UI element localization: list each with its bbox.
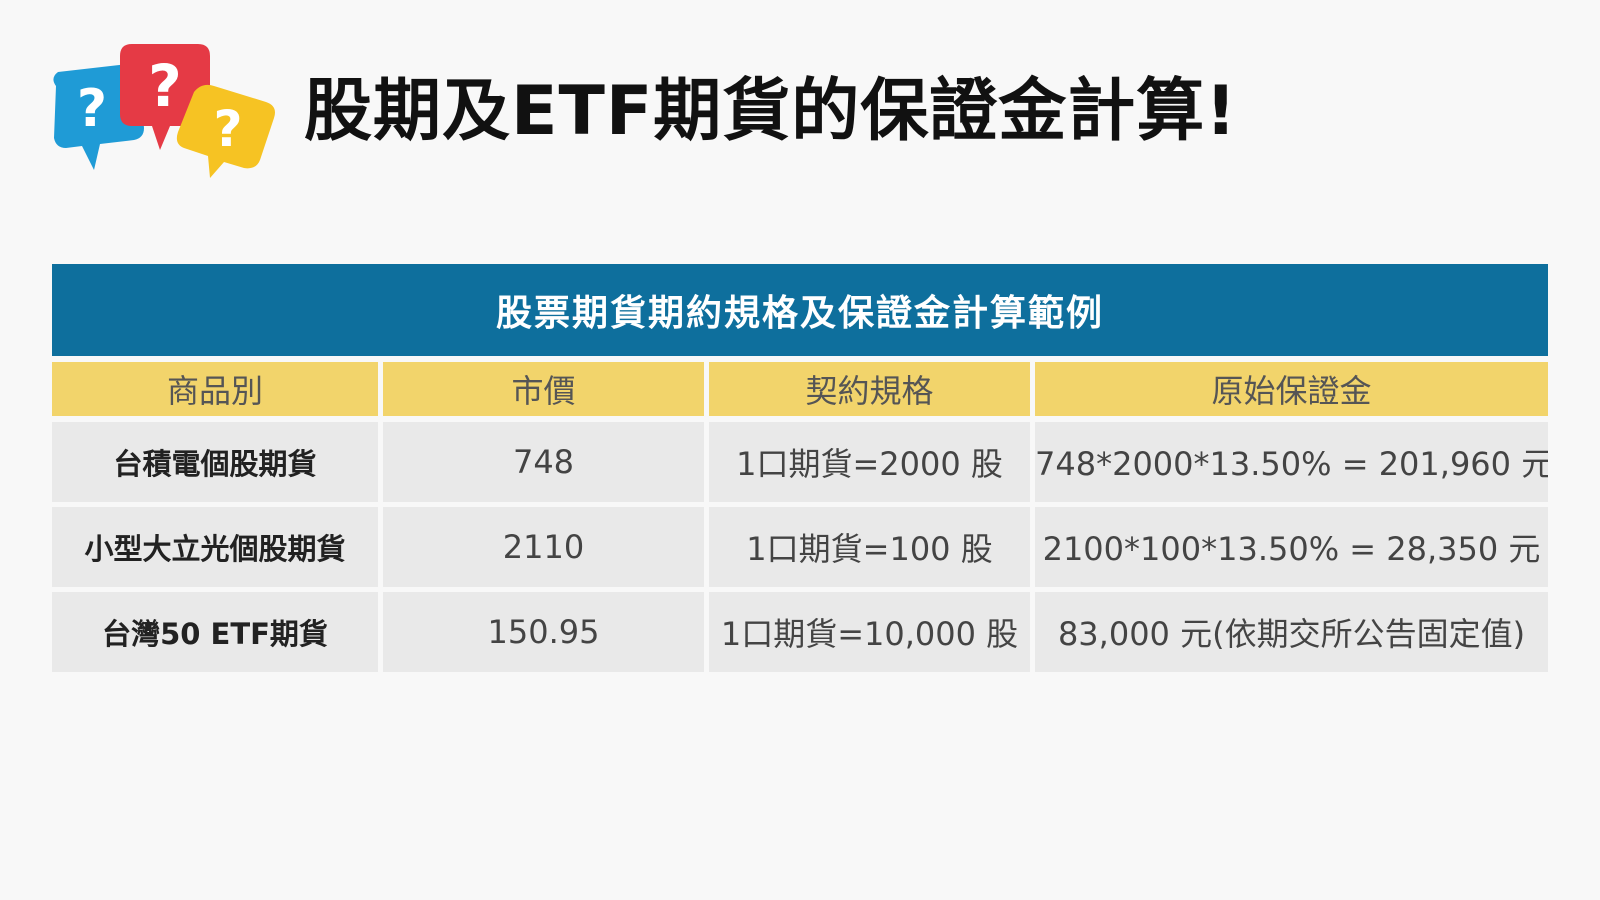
cell-initial-margin: 83,000 元(依期交所公告固定值) (1030, 592, 1548, 672)
cell-product: 台灣50 ETF期貨 (52, 592, 378, 672)
header: ? ? ? 股期及ETF期貨的保證金計算! (44, 42, 1237, 182)
cell-initial-margin: 748*2000*13.50% = 201,960 元 (1030, 422, 1548, 507)
header-contract-spec: 契約規格 (704, 356, 1030, 422)
table-row: 台積電個股期貨 748 1口期貨=2000 股 748*2000*13.50% … (52, 422, 1548, 507)
cell-product: 台積電個股期貨 (52, 422, 378, 507)
yellow-question-glyph: ? (213, 100, 242, 158)
question-bubbles-svg: ? ? ? (53, 44, 275, 178)
cell-contract-spec: 1口期貨=2000 股 (704, 422, 1030, 507)
header-product: 商品別 (52, 356, 378, 422)
cell-product: 小型大立光個股期貨 (52, 507, 378, 592)
table-row: 台灣50 ETF期貨 150.95 1口期貨=10,000 股 83,000 元… (52, 592, 1548, 672)
blue-question-glyph: ? (77, 79, 107, 139)
cell-market-price: 748 (378, 422, 704, 507)
cell-contract-spec: 1口期貨=10,000 股 (704, 592, 1030, 672)
table-header-row: 商品別 市價 契約規格 原始保證金 (52, 356, 1548, 422)
cell-initial-margin: 2100*100*13.50% = 28,350 元 (1030, 507, 1548, 592)
margin-table-panel: 股票期貨期約規格及保證金計算範例 商品別 市價 契約規格 原始保證金 台積電個股… (52, 264, 1548, 672)
question-bubbles-icon: ? ? ? (44, 42, 284, 182)
margin-table: 商品別 市價 契約規格 原始保證金 台積電個股期貨 748 1口期貨=2000 … (52, 356, 1548, 672)
table-title: 股票期貨期約規格及保證金計算範例 (52, 264, 1548, 356)
cell-market-price: 150.95 (378, 592, 704, 672)
page-title: 股期及ETF期貨的保證金計算! (304, 72, 1238, 151)
red-question-glyph: ? (148, 52, 182, 120)
cell-contract-spec: 1口期貨=100 股 (704, 507, 1030, 592)
cell-market-price: 2110 (378, 507, 704, 592)
header-market-price: 市價 (378, 356, 704, 422)
table-row: 小型大立光個股期貨 2110 1口期貨=100 股 2100*100*13.50… (52, 507, 1548, 592)
yellow-bubble-shape (176, 84, 275, 178)
header-initial-margin: 原始保證金 (1030, 356, 1548, 422)
